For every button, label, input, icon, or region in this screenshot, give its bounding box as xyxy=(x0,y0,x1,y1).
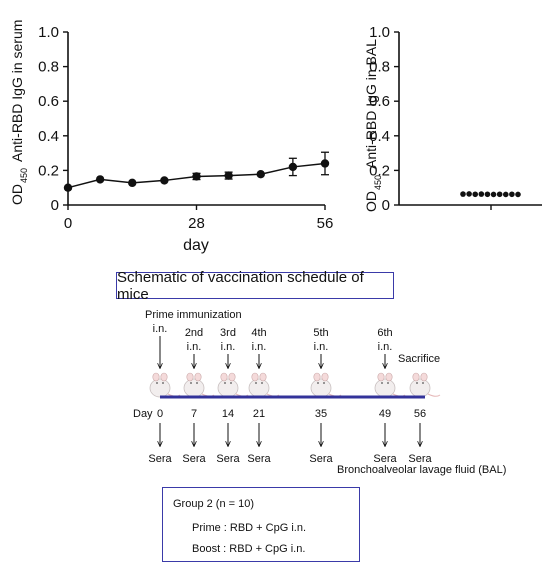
schedule-event: 2nd i.n. 7 Sera xyxy=(182,327,215,465)
event-label: 4th xyxy=(251,327,266,339)
event-label: Prime immunization xyxy=(145,309,242,321)
group-boost: Boost : RBD + CpG i.n. xyxy=(192,543,306,555)
group-title: Group 2 (n = 10) xyxy=(173,498,255,510)
serum-x-tick-label: 56 xyxy=(317,215,334,232)
sera-label: Sera xyxy=(182,453,206,465)
bal-y-tick-label: 0.4 xyxy=(369,128,390,145)
event-route: i.n. xyxy=(378,341,393,353)
sera-label: Sera xyxy=(148,453,172,465)
bal-data-point xyxy=(490,191,497,198)
bal-label: Bronchoalveolar lavage fluid (BAL) xyxy=(337,464,506,476)
bal-chart: 0 0.2 0.4 0.6 0.8 1.0 OD450Anti-RBD IgG in BA… xyxy=(363,24,542,214)
event-day: 0 xyxy=(157,408,163,420)
serum-data-point xyxy=(95,175,105,184)
bal-x-axis xyxy=(399,204,542,210)
sera-label: Sera xyxy=(216,453,240,465)
serum-data-point xyxy=(160,176,169,185)
serum-y-tick-label: 0.8 xyxy=(38,59,59,76)
serum-series xyxy=(63,151,330,192)
bal-data-point xyxy=(466,191,472,197)
serum-x-axis-label: day xyxy=(183,237,209,254)
bal-data-point xyxy=(509,191,515,198)
event-label: Sacrifice xyxy=(398,353,440,365)
serum-data-point xyxy=(320,159,330,168)
schedule-event: Prime immunization i.n. 0 Sera xyxy=(145,309,242,465)
event-label: 6th xyxy=(377,327,392,339)
bal-y-axis-label: OD450Anti-RBD IgG in BAL xyxy=(363,39,383,212)
schedule-event: 6th i.n. 49 Sera xyxy=(373,327,406,465)
event-route: i.n. xyxy=(314,341,329,353)
serum-data-point xyxy=(192,172,201,181)
mouse-icon xyxy=(149,372,181,398)
bal-data-point xyxy=(460,191,466,197)
mouse-icon xyxy=(409,372,441,398)
event-route: i.n. xyxy=(221,341,236,353)
sera-label: Sera xyxy=(309,453,333,465)
mouse-icon xyxy=(248,372,280,398)
svg-text:OD450Anti-RBD IgG in serum: OD450Anti-RBD IgG in serum xyxy=(9,20,29,205)
event-day: 49 xyxy=(379,408,391,420)
mouse-icon xyxy=(310,372,342,398)
schedule-event: 5th i.n. 35 Sera xyxy=(309,327,342,465)
bal-series xyxy=(460,191,521,198)
serum-data-point xyxy=(288,162,298,172)
serum-y-tick-label: 1.0 xyxy=(38,24,59,41)
bal-data-point xyxy=(478,191,485,197)
group-prime: Prime : RBD + CpG i.n. xyxy=(192,522,307,534)
bal-data-point xyxy=(496,191,503,198)
bal-y-tick-label: 0 xyxy=(382,197,390,214)
serum-data-point xyxy=(128,178,137,188)
bal-y-axis: 0 0.2 0.4 0.6 0.8 1.0 xyxy=(369,24,400,214)
event-route: i.n. xyxy=(252,341,267,353)
serum-y-axis: 0 0.2 0.4 0.6 0.8 1.0 xyxy=(38,24,69,214)
schedule-event: Sacrifice 56 Sera xyxy=(398,353,441,465)
vaccination-schedule: Prime immunizationi.n.0Sera2ndi.n.7Sera3… xyxy=(133,309,506,476)
serum-y-tick-label: 0 xyxy=(51,197,59,214)
schematic-title: Schematic of vaccination schedule of mic… xyxy=(117,268,364,303)
mouse-icon xyxy=(183,372,215,398)
serum-data-point xyxy=(63,183,73,192)
schedule-event: 4th i.n. 21 Sera xyxy=(247,327,280,465)
day-label: Day xyxy=(133,408,153,420)
event-label: 5th xyxy=(313,327,328,339)
sera-label: Sera xyxy=(408,453,432,465)
schedule-event: 3rd i.n. 14 Sera xyxy=(216,327,249,465)
serum-x-tick-label: 28 xyxy=(188,215,205,232)
bal-data-point xyxy=(502,191,509,198)
serum-y-tick-label: 0.6 xyxy=(38,93,59,110)
event-day: 35 xyxy=(315,408,327,420)
serum-data-point xyxy=(256,170,265,179)
bal-data-point xyxy=(484,191,491,198)
bal-data-point xyxy=(515,191,521,198)
serum-y-axis-label: OD450Anti-RBD IgG in serum xyxy=(9,20,29,205)
serum-chart: 0 0.2 0.4 0.6 0.8 1.0 0 28 56 day OD450Anti-RBD… xyxy=(9,20,334,254)
bal-y-tick-label: 1.0 xyxy=(369,24,390,41)
sera-label: Sera xyxy=(247,453,271,465)
event-label: 2nd xyxy=(185,327,203,339)
schematic-title-box: Schematic of vaccination schedule of mic… xyxy=(116,269,394,303)
event-day: 14 xyxy=(222,408,234,420)
event-day: 7 xyxy=(191,408,197,420)
mouse-icon xyxy=(374,372,406,398)
serum-y-tick-label: 0.4 xyxy=(38,128,59,145)
svg-text:OD450Anti-RBD IgG in BAL: OD450Anti-RBD IgG in BAL xyxy=(363,39,383,212)
serum-x-axis: 0 28 56 xyxy=(64,204,334,232)
bal-data-point xyxy=(472,191,479,198)
event-label: 3rd xyxy=(220,327,236,339)
event-route: i.n. xyxy=(187,341,202,353)
event-day: 21 xyxy=(253,408,265,420)
serum-data-point xyxy=(224,171,233,180)
group-box: Group 2 (n = 10) Prime : RBD + CpG i.n. … xyxy=(162,487,360,562)
serum-x-tick-label: 0 xyxy=(64,215,72,232)
bal-y-tick-label: 0.6 xyxy=(369,93,390,110)
bal-y-tick-label: 0.2 xyxy=(369,162,390,179)
event-route: i.n. xyxy=(153,323,168,335)
sera-label: Sera xyxy=(373,453,397,465)
event-day: 56 xyxy=(414,408,426,420)
mouse-icon xyxy=(217,372,249,398)
bal-y-tick-label: 0.8 xyxy=(369,59,390,76)
serum-y-tick-label: 0.2 xyxy=(38,162,59,179)
